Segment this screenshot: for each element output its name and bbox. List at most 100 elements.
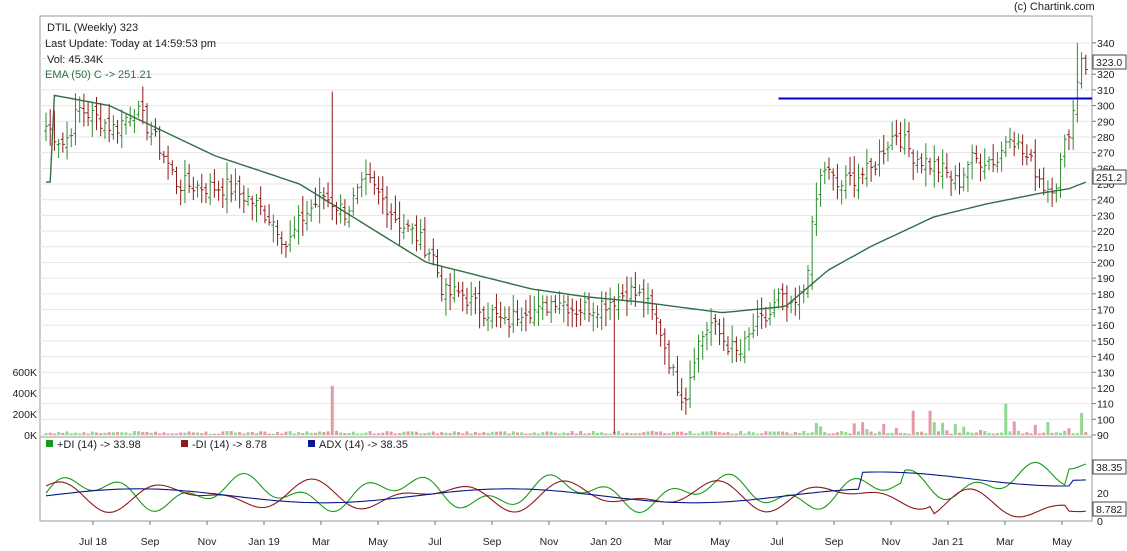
volume-bar [448, 433, 452, 435]
volume-bar [1059, 432, 1063, 435]
x-tick-label: May [1052, 536, 1073, 548]
volume-bar [457, 432, 461, 435]
volume-bar [469, 433, 473, 435]
volume-bar [52, 433, 56, 435]
y-tick-label: 130 [1097, 367, 1115, 379]
volume-bar [330, 385, 334, 435]
volume-bar [629, 433, 633, 435]
volume-bar [667, 433, 671, 435]
volume-bar [398, 432, 402, 435]
volume-bar [511, 431, 515, 435]
volume-bar [958, 432, 961, 435]
volume-bar [650, 430, 654, 435]
volume-bar [490, 431, 494, 435]
y-tick-label: 300 [1097, 101, 1115, 113]
volume-bar [528, 433, 532, 435]
volume-bar [385, 431, 389, 435]
volume-bar [621, 433, 625, 435]
volume-bar [747, 431, 751, 435]
volume-bar [638, 432, 642, 435]
y-tick-label: 180 [1097, 289, 1115, 301]
volume-bar [440, 432, 444, 435]
y-tick-label: 340 [1097, 38, 1115, 50]
x-tick-label: Nov [540, 536, 559, 548]
volume-bar [175, 433, 178, 435]
volume-axis: 0K 200K 400K 600K [12, 367, 37, 442]
volume-bar [764, 431, 768, 435]
volume-bar [537, 433, 541, 435]
volume-bar [840, 431, 844, 435]
volume-bar [856, 431, 860, 435]
volume-bar [377, 433, 381, 435]
volume-bar [69, 433, 73, 435]
volume-bar [823, 432, 827, 435]
volume-bar [831, 433, 835, 435]
x-tick-label: Nov [198, 536, 217, 548]
volume-bar [899, 432, 903, 435]
y-tick-label: 310 [1097, 85, 1115, 97]
y-tick-label: 90 [1097, 430, 1109, 442]
volume-bar [297, 432, 301, 435]
volume-bar [1063, 430, 1067, 435]
volume-bar [427, 432, 431, 435]
volume-bar [541, 432, 545, 435]
volume-bar [183, 432, 187, 435]
adx-value-box [1092, 459, 1127, 475]
volume-bar [221, 431, 225, 435]
volume-bar [928, 410, 932, 435]
volume-bar [452, 431, 456, 435]
volume-bar [288, 431, 292, 435]
volume-bar [393, 433, 397, 435]
x-tick-label: Mar [654, 536, 673, 548]
volume-bar [520, 432, 524, 435]
y-tick-label: 140 [1097, 352, 1115, 364]
volume-bar [246, 432, 250, 435]
volume-bar [431, 431, 435, 435]
price-bars [44, 42, 1088, 434]
volume-bar [970, 432, 974, 435]
x-tick-label: Sep [483, 536, 502, 548]
volume-bar [402, 431, 406, 435]
y-tick-label: 240 [1097, 195, 1115, 207]
volume-bar [217, 433, 221, 435]
adx-swatch [308, 440, 315, 447]
volume-bar [751, 432, 755, 435]
volume-bar [979, 429, 983, 435]
volume-bar [406, 431, 410, 435]
minus-di-value-box [1092, 501, 1127, 517]
volume-bar [200, 433, 204, 435]
volume-bar [360, 433, 364, 435]
volume-bar [915, 431, 919, 435]
volume-bar [254, 433, 258, 435]
volume-bar [120, 432, 124, 435]
volume-bar [170, 433, 174, 435]
volume-bar [1067, 428, 1071, 435]
volume-bar [768, 431, 772, 435]
volume-bar [722, 432, 726, 435]
volume-bar [873, 433, 877, 435]
volume-bar [356, 433, 360, 435]
x-tick-label: Mar [996, 536, 1015, 548]
volume-bar [798, 432, 802, 435]
volume-bar [617, 430, 621, 435]
volume-bar [145, 431, 149, 435]
volume-bar [1080, 413, 1084, 435]
volume-bar [642, 432, 646, 435]
volume-bar [284, 431, 288, 435]
volume-bar [793, 432, 797, 435]
y-tick-label: 270 [1097, 148, 1115, 160]
volume-bar [595, 433, 599, 435]
current-price-box [1092, 54, 1127, 70]
current-price-label: 323.0 [1096, 57, 1122, 69]
ema-value-box [1092, 169, 1127, 185]
volume-bar [280, 433, 284, 435]
y-tick-label: 290 [1097, 116, 1115, 128]
volume-bar [78, 433, 82, 435]
volume-bar [191, 432, 195, 435]
volume-bar [987, 432, 991, 435]
volume-bar [208, 433, 212, 435]
volume-bar [911, 410, 915, 435]
volume-bar [233, 432, 237, 435]
volume-bar [162, 432, 166, 435]
dmi-panel-frame [39, 436, 1093, 522]
